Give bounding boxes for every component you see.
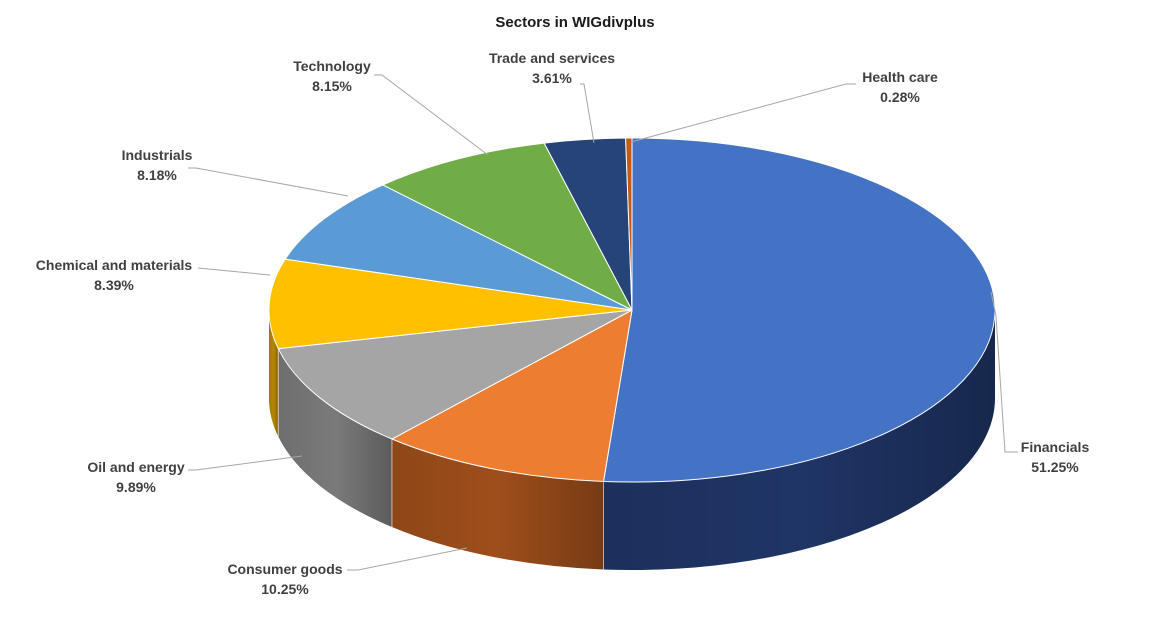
slice-value-industrials: 8.18% bbox=[137, 167, 177, 183]
slice-value-chemical-and-materials: 8.39% bbox=[94, 277, 134, 293]
pie-slice-financials bbox=[603, 137, 996, 483]
slice-label-technology: Technology bbox=[293, 58, 371, 74]
pie-slice-consumer-goods bbox=[391, 309, 633, 482]
leader-line-chemical-and-materials bbox=[197, 267, 271, 276]
slice-value-oil-and-energy: 9.89% bbox=[116, 479, 156, 495]
leader-line-oil-and-energy bbox=[188, 455, 303, 471]
slice-label-trade-and-services: Trade and services bbox=[489, 50, 615, 66]
pie-side-shade-chemical-and-materials bbox=[269, 310, 279, 437]
slice-label-consumer-goods: Consumer goods bbox=[227, 561, 342, 577]
slice-label-health-care: Health care bbox=[862, 69, 938, 85]
pie-slice-chemical-and-materials bbox=[268, 258, 633, 350]
leader-line-consumer-goods bbox=[347, 547, 468, 571]
slice-label-chemical-and-materials: Chemical and materials bbox=[36, 257, 193, 273]
pie-slice-industrials bbox=[284, 184, 633, 311]
pie-side-shade-oil-and-energy bbox=[278, 348, 392, 528]
chart-title: Sectors in WIGdivplus bbox=[495, 14, 655, 31]
slice-value-financials: 51.25% bbox=[1031, 459, 1079, 475]
slice-label-industrials: Industrials bbox=[122, 147, 193, 163]
slice-value-consumer-goods: 10.25% bbox=[261, 581, 309, 597]
pie-slice-oil-and-energy bbox=[277, 309, 633, 440]
slice-value-trade-and-services: 3.61% bbox=[532, 70, 572, 86]
pie-side-shade-consumer-goods bbox=[391, 439, 604, 570]
slice-label-financials: Financials bbox=[1021, 439, 1090, 455]
slice-value-technology: 8.15% bbox=[312, 78, 352, 94]
slice-label-oil-and-energy: Oil and energy bbox=[87, 459, 184, 475]
leader-line-financials bbox=[990, 291, 1018, 453]
leader-line-industrials bbox=[188, 167, 349, 197]
pie-slice-health-care bbox=[625, 137, 633, 311]
pie-slice-technology bbox=[382, 142, 633, 311]
pie-leader-lines bbox=[188, 74, 1018, 571]
pie-labels: Financials 51.25% Consumer goods 10.25% Oil … bbox=[36, 50, 1090, 597]
leader-line-trade-and-services bbox=[580, 83, 595, 144]
pie-sides bbox=[269, 310, 995, 570]
leader-line-technology bbox=[374, 74, 489, 156]
slice-value-health-care: 0.28% bbox=[880, 89, 920, 105]
pie-tops bbox=[268, 137, 996, 483]
leader-line-health-care bbox=[630, 83, 856, 143]
pie-side-shade-financials bbox=[603, 310, 995, 570]
